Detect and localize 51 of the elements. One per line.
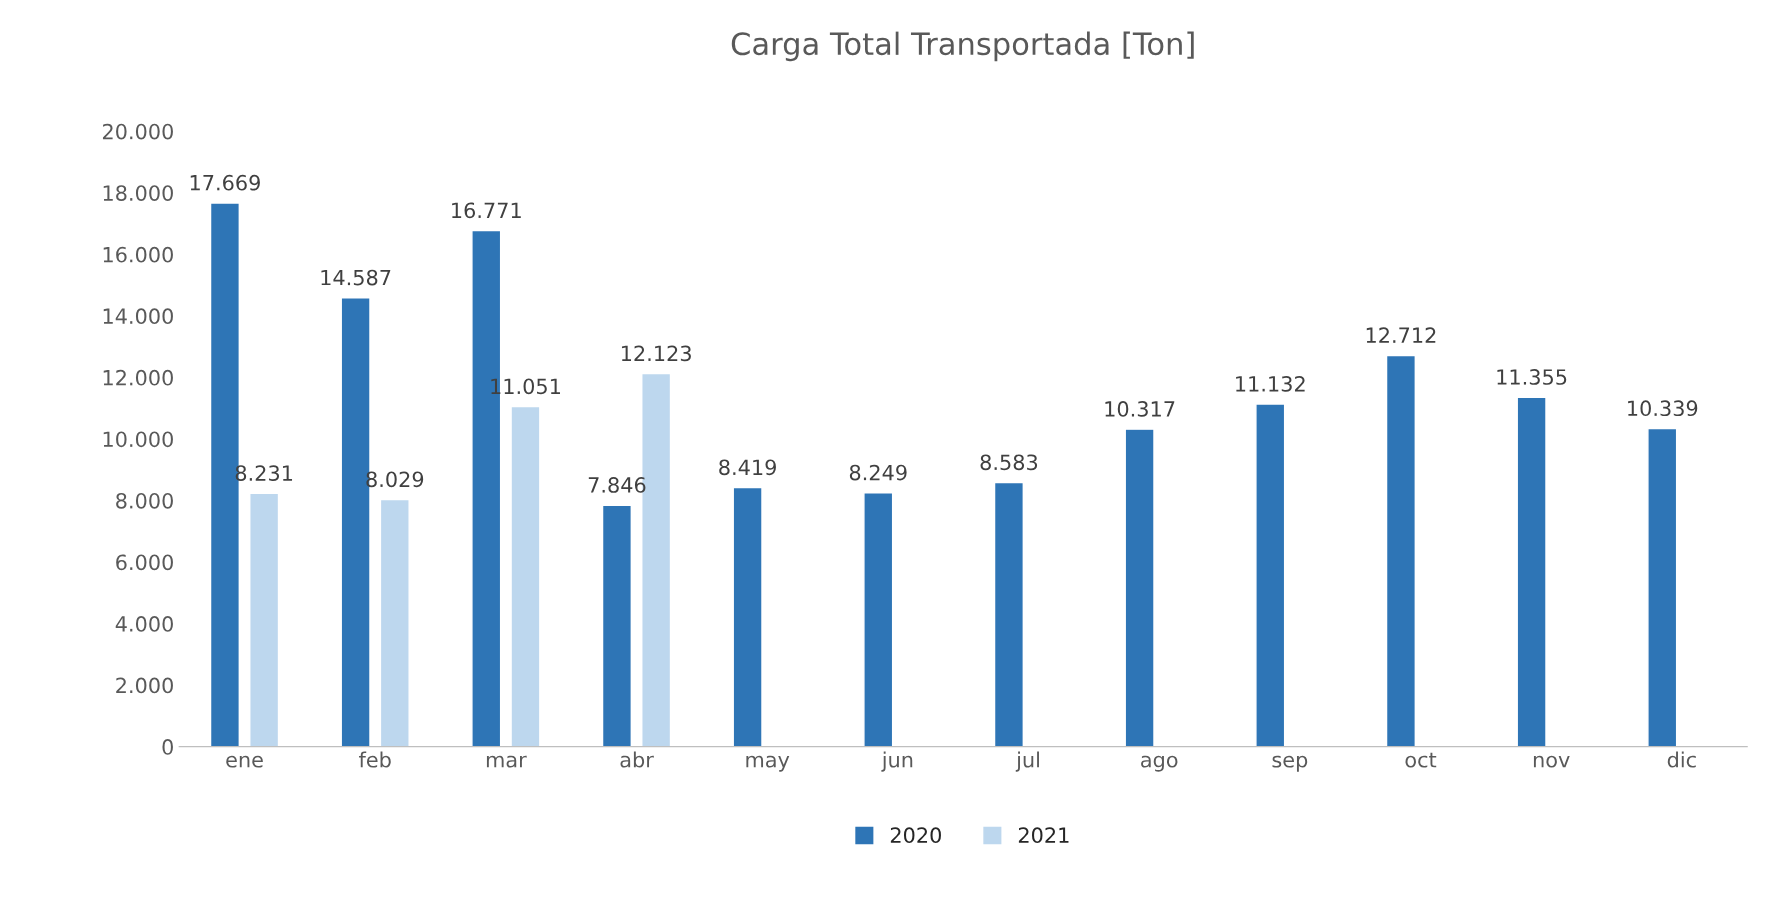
- bar: [601, 504, 633, 747]
- x-tick-label: ago: [1141, 755, 1178, 772]
- y-tick-label: 16.000: [103, 246, 173, 263]
- x-tick-label: feb: [358, 751, 391, 768]
- data-label: 16.771: [452, 202, 521, 219]
- y-tick-label: 2.000: [116, 677, 173, 694]
- data-label: 8.249: [849, 464, 907, 481]
- legend-label: 2020: [890, 827, 941, 844]
- data-label: 11.355: [1497, 369, 1567, 385]
- chart-title: Carga Total Transportada [Ton]: [731, 31, 1194, 62]
- bar: [732, 486, 763, 747]
- bar: [510, 405, 541, 747]
- bar: [993, 481, 1025, 747]
- bar: [1385, 354, 1417, 747]
- bar: [1647, 427, 1678, 747]
- data-label: 17.669: [190, 174, 260, 191]
- x-tick-label: ene: [226, 755, 263, 768]
- y-tick-label: 12.000: [103, 369, 173, 386]
- bar: [863, 492, 894, 747]
- x-tick-label: jul: [1015, 751, 1039, 772]
- data-label: 10.339: [1628, 400, 1698, 417]
- legend-label: 2021: [1018, 827, 1069, 844]
- y-tick-label: 6.000: [116, 554, 173, 571]
- y-tick-label: 4.000: [115, 616, 173, 632]
- data-label: 14.587: [321, 269, 391, 286]
- bar: [1255, 403, 1286, 747]
- data-label: 12.712: [1366, 327, 1436, 343]
- y-tick-label: 14.000: [103, 308, 173, 325]
- x-tick-label: dic: [1667, 751, 1696, 768]
- x-tick-label: sep: [1272, 755, 1308, 772]
- y-tick-label: 20.000: [102, 123, 173, 140]
- x-tick-label: jun: [881, 751, 913, 772]
- data-label: 7.846: [588, 477, 646, 493]
- data-label: 12.123: [621, 345, 691, 362]
- bar: [379, 498, 410, 747]
- bar: [249, 492, 280, 747]
- y-tick-label: 18.000: [103, 185, 173, 201]
- bar: [1516, 396, 1547, 747]
- y-tick-label: 8.000: [116, 492, 173, 509]
- data-label: 8.583: [980, 454, 1038, 471]
- y-tick-label: 0: [162, 739, 173, 755]
- data-label: 10.317: [1105, 401, 1175, 417]
- y-tick-label: 10.000: [103, 431, 173, 448]
- data-label: 11.132: [1236, 375, 1305, 392]
- x-tick-label: abr: [620, 751, 654, 768]
- bar: [1124, 428, 1155, 747]
- x-tick-label: may: [746, 755, 790, 772]
- data-label: 8.419: [719, 459, 776, 476]
- x-tick-label: oct: [1405, 752, 1437, 768]
- x-tick-label: mar: [486, 755, 527, 768]
- x-tick-label: nov: [1533, 755, 1570, 768]
